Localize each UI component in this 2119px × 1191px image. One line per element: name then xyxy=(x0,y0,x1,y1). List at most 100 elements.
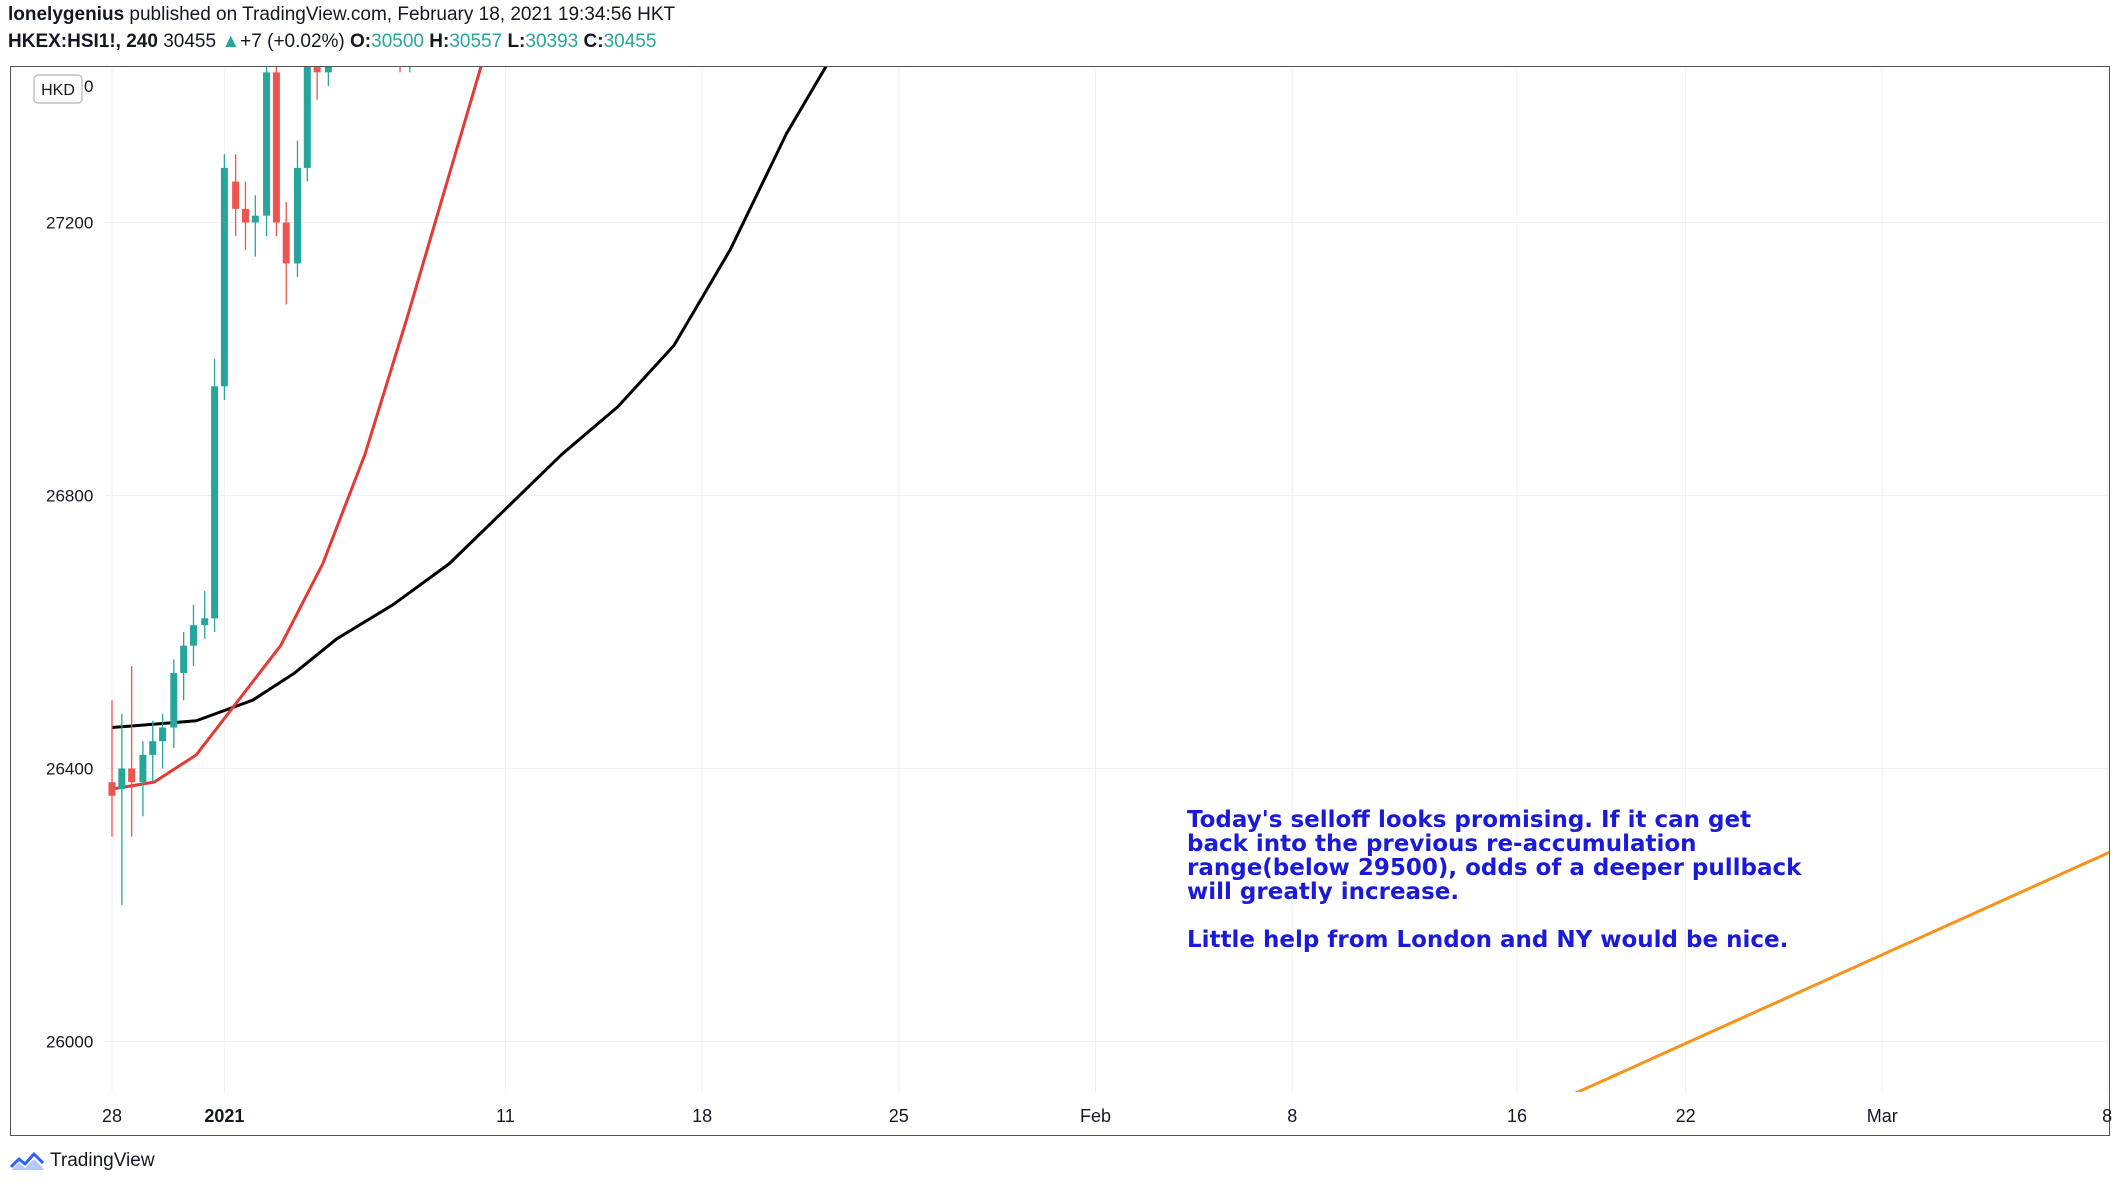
candle-body xyxy=(303,67,311,168)
candle-up xyxy=(303,67,311,182)
y-tick-label-partial: 0 xyxy=(84,77,93,96)
candle-down xyxy=(272,67,280,237)
x-tick-label: 8 xyxy=(2102,1106,2112,1126)
annotation-line: range(below 29500), odds of a deeper pul… xyxy=(1187,855,1802,881)
y-tick-label: 26400 xyxy=(46,760,93,779)
low-value: 30393 xyxy=(525,31,579,52)
candle-up xyxy=(201,591,209,639)
candle-body xyxy=(180,645,188,673)
candle-down xyxy=(108,700,116,837)
candle-up xyxy=(159,713,167,769)
candle-down xyxy=(397,18,404,73)
candle-body xyxy=(189,625,197,646)
candle-body xyxy=(272,72,280,223)
x-tick-label: 25 xyxy=(889,1106,909,1126)
x-tick-label: 8 xyxy=(1287,1106,1297,1126)
currency-badge-label: HKD xyxy=(41,82,75,99)
chart-frame[interactable] xyxy=(10,66,2110,1136)
open-label: O: xyxy=(350,31,372,52)
close-value: 30455 xyxy=(603,31,657,52)
close-label: C: xyxy=(583,31,604,52)
plot-area xyxy=(106,0,2119,1092)
x-tick-label: 22 xyxy=(1676,1106,1696,1126)
x-tick-label: 2021 xyxy=(204,1106,244,1126)
candle-up xyxy=(118,713,126,905)
author-name[interactable]: lonelygenius xyxy=(8,4,125,25)
tradingview-brand[interactable]: TradingView xyxy=(10,1150,155,1172)
open-value: 30500 xyxy=(371,31,424,52)
candle-body xyxy=(241,208,249,223)
high-label: H: xyxy=(429,31,450,52)
last-price: 30455 xyxy=(163,31,217,52)
low-label: L: xyxy=(507,31,526,52)
candle-body xyxy=(418,0,425,18)
long-moving-average xyxy=(111,67,828,730)
candle-up xyxy=(406,18,413,73)
y-tick-label: 26800 xyxy=(46,487,93,506)
candle-body xyxy=(324,67,332,73)
x-tick-label: 16 xyxy=(1507,1106,1527,1126)
y-tick-label: 27200 xyxy=(46,214,93,233)
candle-body xyxy=(108,782,116,796)
candle-down xyxy=(241,181,249,250)
x-tick-label: 28 xyxy=(102,1106,122,1126)
candle-up xyxy=(263,67,271,237)
candle-up xyxy=(211,359,219,632)
annotation-line: back into the previous re-accumulation xyxy=(1187,831,1697,857)
candle-body xyxy=(149,741,157,755)
candle-up xyxy=(324,67,332,86)
publish-date: published on TradingView.com, February 1… xyxy=(129,4,676,25)
candle-body xyxy=(139,754,147,783)
candle-up xyxy=(170,659,178,749)
candle-body xyxy=(170,672,178,728)
candle-body xyxy=(313,67,321,73)
descending-trendline xyxy=(112,0,2119,45)
candle-body xyxy=(397,18,404,45)
x-tick-label: Feb xyxy=(1080,1106,1111,1126)
symbol-label[interactable]: HKEX:HSI1!, 240 xyxy=(8,31,158,52)
candle-body xyxy=(201,618,209,626)
candle-down xyxy=(345,0,352,4)
candle-up xyxy=(149,720,157,783)
candle-body xyxy=(220,167,228,387)
currency-badge xyxy=(33,74,83,104)
candle-body xyxy=(159,727,167,742)
candle-up xyxy=(251,195,259,257)
y-tick-label: 26000 xyxy=(46,1033,93,1052)
x-tick-label: Mar xyxy=(1867,1106,1898,1126)
candle-body xyxy=(387,0,394,18)
candle-up xyxy=(293,140,301,278)
candle-down xyxy=(232,154,240,237)
candle-body xyxy=(406,18,413,45)
price-change: +7 (+0.02%) xyxy=(240,31,345,52)
candle-body xyxy=(128,768,136,783)
brand-name: TradingView xyxy=(50,1150,155,1171)
short-moving-average xyxy=(111,67,483,791)
candle-up xyxy=(189,604,197,667)
candle-up xyxy=(180,632,188,701)
candle-up xyxy=(356,0,363,18)
candle-body xyxy=(232,181,240,209)
candle-down xyxy=(313,67,321,100)
candle-down xyxy=(128,666,136,837)
candle-up xyxy=(139,741,147,817)
x-tick-label: 18 xyxy=(692,1106,712,1126)
candle-up xyxy=(418,0,425,31)
up-arrow-icon: ▲ xyxy=(221,31,241,52)
annotation-line: Little help from London and NY would be … xyxy=(1187,927,1788,953)
candle-body xyxy=(263,72,271,216)
ohlc-legend: HKEX:HSI1!, 240 30455 ▲+7 (+0.02%) O:305… xyxy=(8,31,656,53)
candle-down xyxy=(387,0,394,31)
channel-lower-line xyxy=(1574,850,2109,1092)
annotation-line: Today's selloff looks promising. If it c… xyxy=(1187,807,1751,833)
candle-up xyxy=(220,154,228,400)
tradingview-logo-icon xyxy=(10,1152,44,1170)
candle-down xyxy=(282,202,290,305)
x-tick-label: 11 xyxy=(496,1106,515,1126)
annotation-line: will greatly increase. xyxy=(1187,879,1459,905)
publish-info: lonelygenius published on TradingView.co… xyxy=(8,4,675,26)
candle-body xyxy=(118,768,126,789)
candle-body xyxy=(293,167,301,264)
candle-body xyxy=(282,222,290,264)
